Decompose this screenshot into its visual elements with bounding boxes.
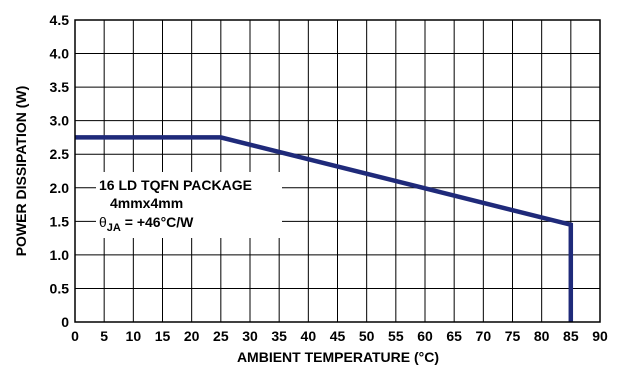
x-axis-title: AMBIENT TEMPERATURE (°C): [237, 349, 439, 365]
y-tick-label: 4.5: [50, 12, 70, 28]
x-tick-label: 25: [213, 328, 229, 344]
x-tick-label: 75: [505, 328, 521, 344]
x-tick-label: 30: [242, 328, 258, 344]
x-tick-label: 65: [446, 328, 462, 344]
x-tick-label: 10: [126, 328, 142, 344]
plot-frame: [74, 19, 601, 323]
theta-value: = +46°C/W: [121, 214, 194, 230]
x-tick-label: 20: [184, 328, 200, 344]
y-tick-label: 1.0: [50, 247, 70, 263]
y-tick-label: 2.5: [50, 146, 70, 162]
theta-subscript: JA: [107, 222, 121, 234]
y-tick-label: 3.5: [50, 79, 70, 95]
y-tick-labels: 0 0.5 1.0 1.5 2.0 2.5 3.0 3.5 4.0 4.5: [50, 12, 70, 330]
x-tick-label: 90: [592, 328, 608, 344]
plot-border: [74, 19, 601, 323]
x-tick-label: 40: [301, 328, 317, 344]
annotation-line-2: 4mmx4mm: [110, 195, 183, 211]
y-tick-label: 4.0: [50, 46, 70, 62]
annotation-box: 16 LD TQFN PACKAGE 4mmx4mm θJA = +46°C/W: [96, 172, 282, 238]
series-layer: [75, 135, 574, 322]
x-tick-label: 70: [476, 328, 492, 344]
annotation-line-3: θJA = +46°C/W: [99, 214, 194, 234]
series-line-0: [75, 135, 574, 322]
x-tick-label: 5: [100, 328, 108, 344]
x-tick-label: 15: [155, 328, 171, 344]
y-tick-label: 0: [61, 314, 69, 330]
annotation-line-1: 16 LD TQFN PACKAGE: [99, 177, 252, 193]
x-tick-label: 60: [417, 328, 433, 344]
annotation-background: [96, 172, 282, 238]
y-tick-label: 3.0: [50, 113, 70, 129]
x-tick-label: 35: [271, 328, 287, 344]
x-tick-label: 0: [71, 328, 79, 344]
x-tick-labels: 0 5 10 15 20 25 30 35 40 45 50 55 60 65 70 75 80 85 90: [71, 328, 608, 344]
x-tick-label: 55: [388, 328, 404, 344]
y-tick-label: 2.0: [50, 180, 70, 196]
y-tick-label: 1.5: [50, 213, 70, 229]
x-tick-label: 45: [330, 328, 346, 344]
y-axis-title: POWER DISSIPATION (W): [13, 86, 29, 257]
x-tick-label: 85: [563, 328, 579, 344]
x-tick-label: 80: [534, 328, 550, 344]
grid-lines: [74, 19, 601, 323]
x-tick-label: 50: [359, 328, 375, 344]
y-tick-label: 0.5: [50, 280, 70, 296]
theta-symbol: θ: [99, 214, 107, 230]
